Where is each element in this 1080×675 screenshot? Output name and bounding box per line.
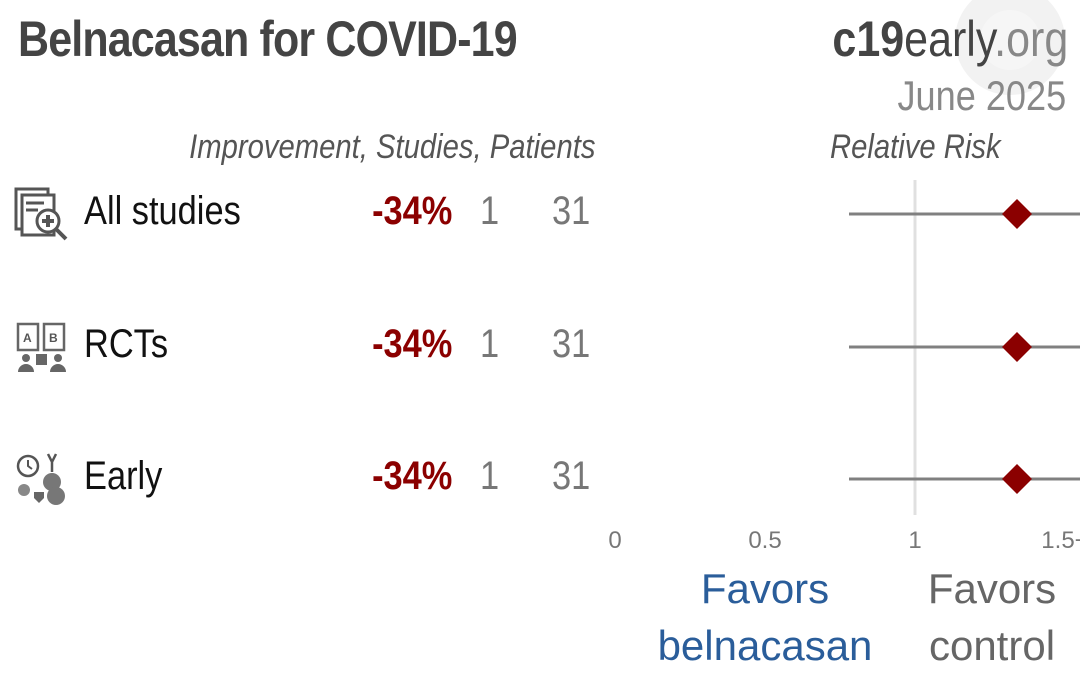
virus-watermark (955, 0, 1065, 95)
studies-count: 1 (480, 189, 500, 233)
date-label: June 2025 (897, 72, 1066, 119)
x-tick-label: 1 (908, 527, 922, 554)
favors-control-label: Favors control (927, 565, 1057, 669)
patients-count: 31 (552, 454, 591, 498)
studies-count: 1 (480, 454, 500, 498)
page-title: Belnacasan for COVID-19 (18, 11, 518, 67)
meta-analysis-icon (12, 185, 70, 243)
x-tick-label: 1.5+ (1041, 527, 1080, 554)
svg-text:A: A (23, 331, 32, 345)
studies-count: 1 (480, 322, 500, 366)
site-logo[interactable]: c19early.org (832, 11, 1068, 67)
effect-estimate-diamond (1002, 332, 1032, 362)
effect-estimate-diamond (1002, 464, 1032, 494)
patients-count: 31 (552, 322, 591, 366)
patients-count: 31 (552, 189, 591, 233)
row-label: All studies (84, 189, 241, 233)
svg-text:B: B (49, 331, 58, 345)
early-treatment-icon (12, 450, 70, 508)
improvement-value: -34% (371, 454, 452, 498)
row-label: RCTs (84, 322, 169, 366)
columns-header: Improvement, Studies, Patients (188, 128, 595, 166)
row-label: Early (84, 454, 163, 498)
relative-risk-header: Relative Risk (830, 128, 1001, 166)
x-tick-label: 0 (608, 527, 622, 554)
favors-treatment-label: Favors belnacasan (657, 565, 873, 669)
improvement-value: -34% (371, 322, 452, 366)
improvement-value: -34% (371, 189, 452, 233)
x-tick-label: 0.5 (748, 527, 782, 554)
effect-estimate-diamond (1002, 199, 1032, 229)
